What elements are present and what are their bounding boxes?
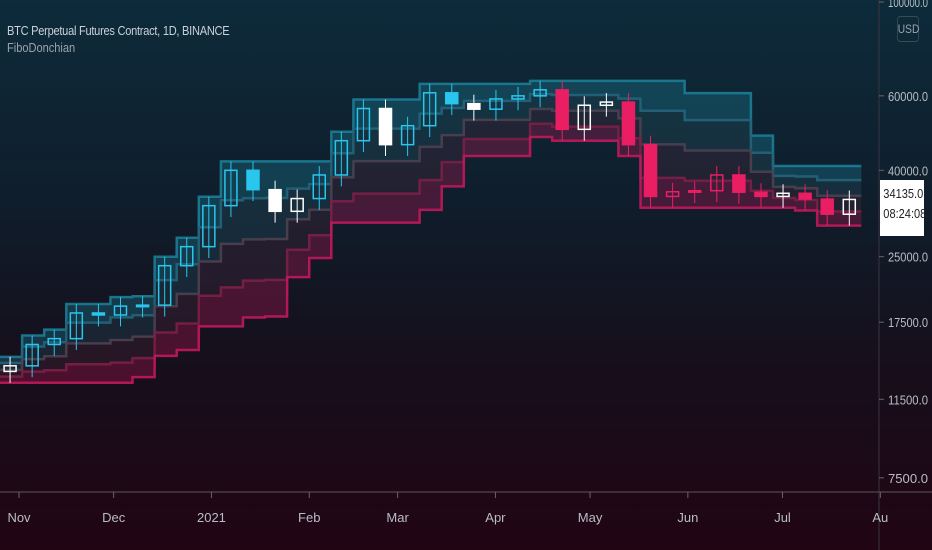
candle-body bbox=[599, 101, 614, 107]
time-tick-label: Dec bbox=[102, 510, 126, 525]
fib-level-line-0 bbox=[0, 79, 862, 359]
candle-body bbox=[135, 304, 150, 308]
time-tick-label: Jul bbox=[774, 510, 791, 525]
candle-body bbox=[776, 192, 790, 198]
candle-body bbox=[224, 169, 238, 207]
time-tick-label: Au bbox=[872, 510, 888, 525]
price-tick-label: 7500.0 bbox=[888, 471, 928, 486]
price-tick-label: 60000.0 bbox=[888, 89, 928, 104]
candle-body bbox=[3, 365, 17, 373]
time-tick-label: Mar bbox=[386, 510, 409, 525]
candle-body bbox=[180, 245, 194, 267]
candle-body bbox=[820, 198, 834, 215]
last-price-label: 34135.0 08:24:08 bbox=[880, 180, 927, 236]
price-tick-label: 100000.0 bbox=[888, 0, 928, 10]
candle-body bbox=[489, 98, 503, 110]
candle-body bbox=[334, 139, 349, 176]
time-tick-label: 2021 bbox=[197, 510, 226, 525]
candle-body bbox=[643, 143, 658, 198]
candle-body bbox=[842, 198, 857, 215]
symbol-title: BTC Perpetual Futures Contract, 1D, BINA… bbox=[7, 23, 230, 38]
candle-body bbox=[378, 107, 393, 146]
candle-body bbox=[445, 92, 459, 105]
candle-body bbox=[312, 174, 327, 200]
candle-body bbox=[798, 192, 812, 200]
currency-button[interactable]: USD bbox=[896, 16, 919, 42]
candle-body bbox=[687, 189, 702, 193]
fib-level-line-1 bbox=[0, 135, 862, 385]
candle-body bbox=[202, 204, 216, 248]
candle-body bbox=[91, 312, 106, 316]
fib-level-line-0.5 bbox=[0, 107, 862, 372]
candle-body bbox=[47, 337, 61, 346]
candle-body bbox=[577, 104, 592, 131]
candle-body bbox=[511, 95, 525, 100]
time-tick-label: Nov bbox=[7, 510, 31, 525]
bar-countdown: 08:24:08 bbox=[883, 206, 927, 221]
candle-body bbox=[467, 102, 481, 110]
price-tick-label: 17500.0 bbox=[888, 315, 928, 330]
candle-body bbox=[25, 343, 39, 367]
price-tick-label: 11500.0 bbox=[888, 392, 928, 407]
candle-body bbox=[555, 89, 569, 131]
candle-body bbox=[621, 101, 636, 146]
time-tick-label: Feb bbox=[298, 510, 320, 525]
fib-level-line-0.236 bbox=[0, 92, 862, 365]
candle-body bbox=[400, 124, 415, 146]
candle-body bbox=[157, 264, 172, 306]
candle-body bbox=[356, 107, 371, 142]
candle-body bbox=[533, 89, 547, 97]
candle-body bbox=[665, 190, 680, 198]
indicator-label[interactable]: FiboDonchian bbox=[7, 40, 76, 55]
candle-body bbox=[69, 312, 84, 340]
price-tick-label: 40000.0 bbox=[888, 163, 928, 178]
candle-body bbox=[422, 92, 437, 127]
candle-body bbox=[710, 174, 724, 192]
candle-body bbox=[732, 174, 746, 193]
band-fill-1 bbox=[0, 94, 862, 370]
last-price: 34135.0 bbox=[883, 186, 924, 201]
time-tick-label: Apr bbox=[485, 510, 506, 525]
candle-body bbox=[290, 197, 304, 213]
candle-body bbox=[113, 305, 128, 316]
candle-body bbox=[268, 188, 282, 213]
price-tick-label: 25000.0 bbox=[888, 250, 928, 265]
candle-body bbox=[246, 169, 260, 191]
time-tick-label: May bbox=[578, 510, 603, 525]
candle-body bbox=[754, 191, 768, 198]
time-tick-label: Jun bbox=[677, 510, 698, 525]
